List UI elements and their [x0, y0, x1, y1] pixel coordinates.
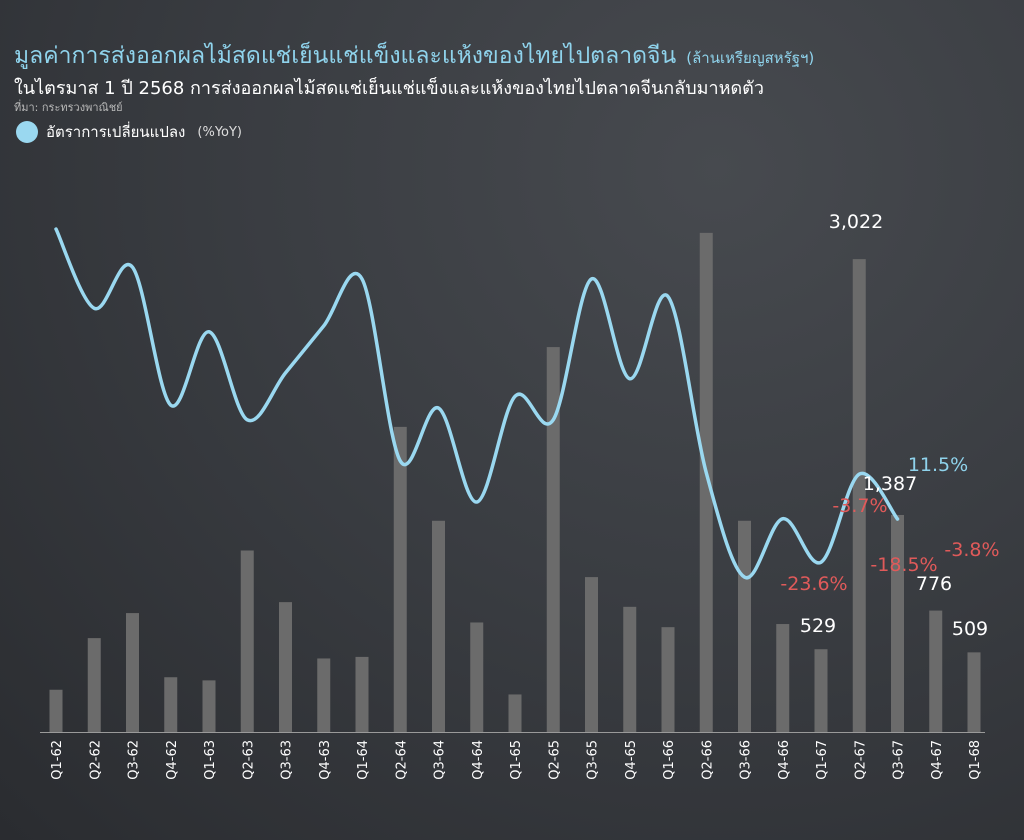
x-tick-label: Q1-65	[509, 740, 524, 780]
x-tick-label: Q3-67	[892, 740, 907, 780]
bar-value-label: 1,387	[863, 473, 917, 495]
x-tick-label: Q1-62	[50, 740, 65, 780]
x-tick-label: Q1-68	[968, 740, 983, 780]
bar-Q1-65	[508, 694, 522, 732]
bar-Q3-63	[279, 602, 292, 732]
x-tick-label: Q2-66	[700, 740, 715, 780]
bar-Q3-66	[738, 520, 751, 732]
x-tick-label: Q3-65	[586, 740, 601, 780]
x-tick-label: Q4-66	[777, 740, 792, 780]
bar-Q4-66	[776, 624, 790, 732]
x-tick-label: Q1-64	[356, 740, 371, 780]
x-tick-label: Q3-64	[433, 740, 448, 780]
x-tick-label: Q4-63	[318, 740, 333, 780]
bar-Q2-67	[852, 259, 866, 732]
bar-Q2-66	[699, 232, 713, 732]
bar-Q1-63	[202, 680, 216, 732]
bar-Q3-67	[891, 514, 904, 732]
x-tick-label: Q2-62	[88, 740, 103, 780]
yoy-line	[54, 227, 900, 580]
bar-Q4-65	[623, 606, 637, 732]
bar-Q1-66	[661, 627, 675, 732]
x-tick-label: Q4-64	[471, 740, 486, 780]
line-value-label: -3.7%	[832, 495, 887, 517]
bar-Q4-67	[929, 610, 943, 732]
bar-value-label: 776	[916, 573, 952, 595]
chart-title: มูลค่าการส่งออกผลไม้สดแช่เย็นแช่แข็งและแ…	[14, 38, 814, 74]
bar-Q2-65	[546, 347, 560, 732]
bar-Q2-64	[393, 426, 407, 732]
chart-source: ที่มา: กระทรวงพาณิชย์	[14, 101, 123, 114]
bar-Q3-62	[126, 613, 139, 732]
x-tick-label: Q2-63	[241, 740, 256, 780]
legend-unit: (%YoY)	[197, 124, 242, 140]
legend-label: อัตราการเปลี่ยนแปลง	[46, 123, 186, 141]
bar-value-label: 3,022	[829, 211, 883, 233]
chart-title-text: มูลค่าการส่งออกผลไม้สดแช่เย็นแช่แข็งและแ…	[14, 43, 677, 69]
line-value-label: -23.6%	[780, 573, 847, 595]
x-tick-label: Q2-64	[394, 740, 409, 780]
x-tick-label: Q1-63	[203, 740, 218, 780]
x-tick-label: Q1-67	[815, 740, 830, 780]
bar-Q3-65	[585, 577, 598, 732]
x-tick-label: Q3-62	[127, 740, 142, 780]
bar-value-label: 529	[800, 615, 836, 637]
chart-unit: (ล้านเหรียญสหรัฐฯ)	[686, 49, 815, 67]
bar-Q1-68	[967, 652, 981, 732]
bar-Q2-62	[87, 638, 101, 732]
x-tick-label: Q3-63	[280, 740, 295, 780]
line-value-label: -18.5%	[870, 554, 937, 576]
bar-Q1-67	[814, 649, 828, 732]
x-tick-label: Q4-62	[165, 740, 180, 780]
bar-Q4-64	[470, 622, 484, 732]
x-tick-label: Q4-67	[930, 740, 945, 780]
bar-value-label: 509	[952, 618, 988, 640]
bar-Q4-62	[164, 677, 178, 732]
x-tick-label: Q2-65	[547, 740, 562, 780]
bar-Q4-63	[317, 658, 331, 732]
legend-dot-icon	[16, 121, 38, 143]
bar-Q1-62	[49, 689, 63, 732]
x-tick-label: Q1-66	[662, 740, 677, 780]
x-tick-label: Q4-65	[624, 740, 639, 780]
bar-Q2-63	[240, 550, 254, 732]
bar-Q1-64	[355, 656, 369, 732]
bar-Q3-64	[432, 520, 445, 732]
x-tick-label: Q2-67	[853, 740, 868, 780]
chart-subtitle: ในไตรมาส 1 ปี 2568 การส่งออกผลไม้สดแช่เย…	[14, 78, 764, 99]
legend: อัตราการเปลี่ยนแปลง (%YoY)	[16, 120, 242, 144]
line-value-label: -3.8%	[944, 539, 999, 561]
line-value-label: 11.5%	[908, 454, 968, 476]
x-tick-label: Q3-66	[739, 740, 754, 780]
